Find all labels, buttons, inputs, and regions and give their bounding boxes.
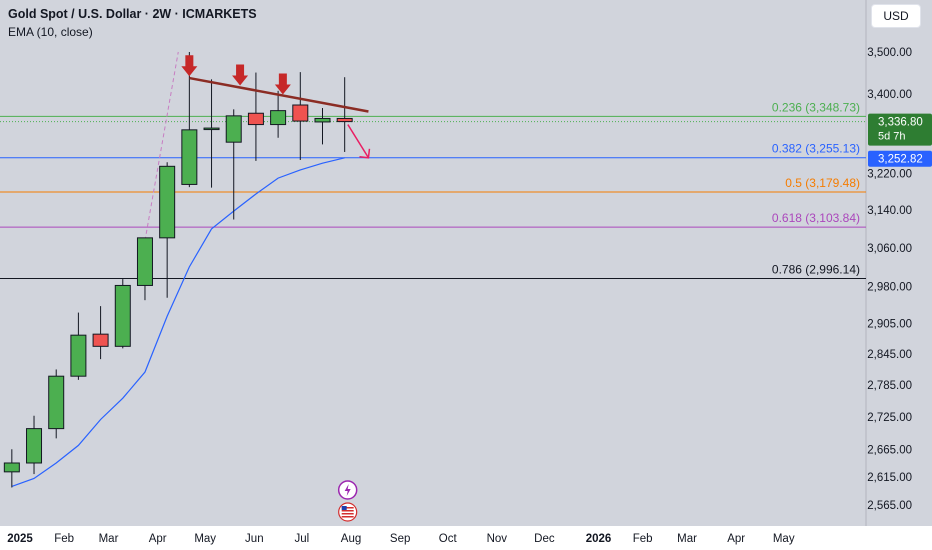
x-tick-label: May bbox=[194, 533, 216, 545]
ema-indicator-label[interactable]: EMA (10, close) bbox=[8, 25, 93, 39]
y-tick-label: 3,500.00 bbox=[867, 47, 912, 59]
fib-level-label: 0.236 (3,348.73) bbox=[772, 100, 860, 114]
us-flag-event-icon bbox=[338, 502, 358, 522]
plot-area bbox=[0, 0, 866, 526]
x-tick-label: Feb bbox=[54, 533, 74, 545]
down-arrow-icon bbox=[274, 73, 291, 95]
ema-line bbox=[11, 157, 345, 487]
y-tick-label: 2,665.00 bbox=[867, 444, 912, 456]
candle-body bbox=[92, 333, 109, 347]
flag-stripe bbox=[341, 510, 354, 512]
flag-event-circle bbox=[338, 502, 358, 522]
projection-arrow-head bbox=[359, 148, 371, 159]
down-arrow-icon bbox=[232, 64, 249, 86]
candle-body bbox=[26, 428, 43, 464]
fib-level-label: 0.786 (2,996.14) bbox=[772, 263, 860, 277]
fib-level-label: 0.382 (3,255.13) bbox=[772, 142, 860, 156]
candle-body bbox=[159, 165, 176, 239]
candle-body bbox=[3, 462, 20, 473]
x-tick-label: 2026 bbox=[586, 533, 612, 545]
x-tick-label: Aug bbox=[341, 533, 361, 545]
x-tick-label: Apr bbox=[149, 533, 167, 545]
price-axis-panel bbox=[866, 0, 932, 526]
y-tick-label: 3,140.00 bbox=[867, 205, 912, 217]
candle-body bbox=[136, 237, 153, 286]
fib-level-label: 0.5 (3,179.48) bbox=[785, 176, 860, 190]
x-tick-label: Mar bbox=[677, 533, 697, 545]
x-tick-label: Jul bbox=[295, 533, 310, 545]
y-tick-label: 2,565.00 bbox=[867, 500, 912, 512]
candle-body bbox=[114, 284, 131, 347]
y-tick-label: 3,220.00 bbox=[867, 169, 912, 181]
x-tick-label: Dec bbox=[534, 533, 555, 545]
ema-price-tag-label: 3,252.82 bbox=[878, 154, 923, 166]
ema-price-tag bbox=[868, 150, 932, 167]
currency-button[interactable]: USD bbox=[871, 4, 921, 28]
x-tick-label: May bbox=[773, 533, 795, 545]
x-tick-label: Apr bbox=[727, 533, 745, 545]
x-tick-label: Nov bbox=[487, 533, 508, 545]
x-tick-label: Feb bbox=[633, 533, 653, 545]
lightning-event-icon bbox=[337, 480, 358, 500]
x-tick-label: Jun bbox=[245, 533, 264, 545]
down-arrow-icon bbox=[181, 55, 198, 77]
resistance-trendline bbox=[189, 76, 369, 113]
countdown-tag-label: 5d 7h bbox=[878, 131, 906, 143]
x-tick-label: Oct bbox=[439, 533, 458, 545]
x-tick-label: 2025 bbox=[7, 533, 33, 545]
lightning-icon bbox=[344, 484, 351, 496]
y-tick-label: 2,615.00 bbox=[867, 472, 912, 484]
candle-body bbox=[336, 117, 353, 123]
candle-body bbox=[270, 110, 287, 126]
flag-stripe bbox=[341, 507, 354, 509]
flag-stripe bbox=[341, 513, 354, 515]
y-tick-label: 2,845.00 bbox=[867, 349, 912, 361]
candle-body bbox=[314, 117, 331, 123]
candle-body bbox=[225, 115, 242, 143]
candle-body bbox=[70, 334, 87, 377]
time-axis-panel bbox=[0, 526, 932, 550]
candle-body bbox=[203, 127, 220, 131]
x-tick-label: Sep bbox=[390, 533, 410, 545]
y-tick-label: 2,785.00 bbox=[867, 380, 912, 392]
dashed-trend-line bbox=[144, 51, 179, 241]
flag-canton bbox=[341, 506, 347, 510]
candle-body bbox=[48, 375, 65, 430]
y-tick-label: 3,060.00 bbox=[867, 243, 912, 255]
candle-body bbox=[292, 104, 309, 122]
current-price-tag-label: 3,336.80 bbox=[878, 117, 923, 129]
y-tick-label: 2,980.00 bbox=[867, 281, 912, 293]
y-tick-label: 2,905.00 bbox=[867, 319, 912, 331]
y-tick-label: 2,725.00 bbox=[867, 412, 912, 424]
candle-body bbox=[247, 112, 264, 126]
current-price-tag bbox=[868, 113, 932, 146]
flag-stripe bbox=[341, 516, 354, 518]
x-tick-label: Mar bbox=[99, 533, 119, 545]
projection-arrow-line bbox=[347, 124, 370, 159]
y-tick-label: 3,400.00 bbox=[867, 89, 912, 101]
candle-body bbox=[181, 129, 198, 185]
chart-title: Gold Spot / U.S. Dollar · 2W · ICMARKETS bbox=[8, 7, 257, 21]
fib-level-label: 0.618 (3,103.84) bbox=[772, 211, 860, 225]
